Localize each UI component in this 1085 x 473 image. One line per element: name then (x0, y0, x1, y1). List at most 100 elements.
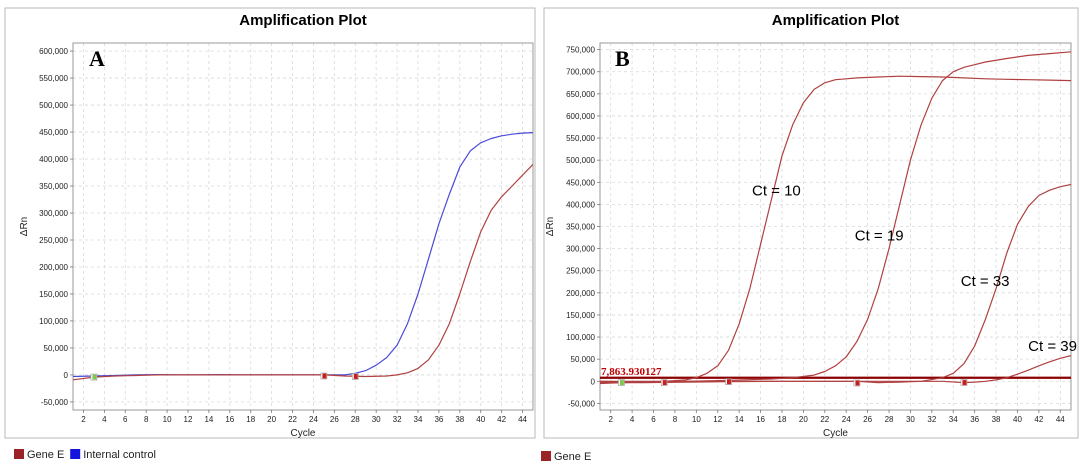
x-axis-label: Cycle (823, 428, 848, 439)
legend-swatch (541, 451, 551, 461)
x-tick-label: 20 (799, 415, 808, 424)
cycle-marker (619, 380, 624, 386)
y-tick-label: 550,000 (566, 134, 595, 143)
x-tick-label: 2 (608, 415, 613, 424)
cycle-marker (662, 380, 667, 386)
x-tick-label: 42 (1034, 415, 1043, 424)
y-tick-label: -50,000 (41, 398, 69, 407)
x-tick-label: 16 (225, 415, 234, 424)
panel-letter: B (615, 46, 630, 71)
x-tick-label: 22 (288, 415, 297, 424)
x-tick-label: 26 (330, 415, 339, 424)
x-tick-label: 6 (123, 415, 128, 424)
x-tick-label: 2 (81, 415, 86, 424)
x-tick-label: 24 (842, 415, 851, 424)
series-line-2 (600, 51, 1071, 383)
y-tick-label: 100,000 (566, 333, 595, 342)
x-tick-label: 30 (906, 415, 915, 424)
y-tick-label: 200,000 (566, 289, 595, 298)
cycle-marker (92, 374, 97, 380)
x-tick-label: 34 (949, 415, 958, 424)
x-tick-label: 30 (372, 415, 381, 424)
series-line-1 (73, 132, 533, 378)
y-tick-label: 600,000 (566, 112, 595, 121)
y-tick-label: -50,000 (568, 399, 596, 408)
y-tick-label: 500,000 (566, 156, 595, 165)
legend-label: Gene E (27, 449, 64, 461)
y-tick-label: 50,000 (571, 355, 596, 364)
plot-frame (72, 42, 534, 411)
cycle-marker (726, 379, 731, 385)
plot-area (600, 51, 1071, 387)
series-line-4 (600, 355, 1071, 384)
cycle-marker (353, 374, 358, 380)
x-tick-label: 38 (992, 415, 1001, 424)
grid (73, 43, 533, 410)
y-tick-label: 650,000 (566, 90, 595, 99)
x-tick-label: 14 (735, 415, 744, 424)
x-tick-label: 10 (692, 415, 701, 424)
y-tick-label: 350,000 (39, 182, 68, 191)
y-tick-label: 750,000 (566, 46, 595, 55)
ct-annotation: Ct = 33 (961, 273, 1010, 290)
y-tick-label: 300,000 (39, 209, 68, 218)
series-line-1 (600, 75, 1071, 385)
y-tick-label: 450,000 (566, 178, 595, 187)
x-tick-label: 32 (393, 415, 402, 424)
panel-border (4, 7, 536, 439)
y-tick-label: 700,000 (566, 68, 595, 77)
x-tick-label: 24 (309, 415, 318, 424)
y-axis-label: ΔRn (19, 217, 30, 236)
x-tick-label: 40 (1013, 415, 1022, 424)
legend-swatch (70, 449, 81, 459)
x-tick-label: 38 (455, 415, 464, 424)
chart-title: Amplification Plot (239, 12, 367, 29)
x-tick-label: 40 (476, 415, 485, 424)
panel-letter: A (89, 46, 105, 71)
panel-border (543, 7, 1079, 439)
ct-annotation: Ct = 19 (855, 228, 904, 245)
x-tick-label: 28 (885, 415, 894, 424)
x-tick-label: 16 (756, 415, 765, 424)
x-tick-label: 28 (351, 415, 360, 424)
x-tick-label: 12 (713, 415, 722, 424)
y-tick-label: 100,000 (39, 317, 68, 326)
legend-label: Internal control (83, 449, 156, 461)
y-tick-label: 150,000 (566, 311, 595, 320)
ct-annotation: Ct = 10 (752, 183, 801, 200)
x-tick-label: 26 (863, 415, 872, 424)
y-tick-label: 0 (591, 377, 596, 386)
cycle-marker (855, 380, 860, 386)
x-tick-label: 36 (434, 415, 443, 424)
x-tick-label: 4 (102, 415, 107, 424)
y-tick-label: 150,000 (39, 290, 68, 299)
x-tick-label: 20 (267, 415, 276, 424)
x-tick-label: 22 (820, 415, 829, 424)
x-axis-label: Cycle (290, 428, 315, 439)
legend-label: Gene E (554, 451, 591, 463)
plot-area (73, 132, 533, 381)
x-tick-label: 44 (1056, 415, 1065, 424)
x-tick-label: 36 (970, 415, 979, 424)
x-tick-label: 18 (778, 415, 787, 424)
y-tick-label: 250,000 (39, 236, 68, 245)
x-tick-label: 6 (651, 415, 656, 424)
x-tick-label: 10 (163, 415, 172, 424)
y-tick-label: 0 (64, 371, 69, 380)
y-axis-label: ΔRn (545, 217, 556, 236)
legend-swatch (14, 449, 24, 459)
threshold-label: 7,863.930127 (601, 366, 662, 378)
y-tick-label: 450,000 (39, 128, 68, 137)
y-tick-label: 300,000 (566, 245, 595, 254)
x-tick-label: 32 (927, 415, 936, 424)
x-tick-label: 34 (414, 415, 423, 424)
ct-annotation: Ct = 39 (1028, 338, 1077, 355)
x-tick-label: 44 (518, 415, 527, 424)
y-tick-label: 600,000 (39, 47, 68, 56)
y-tick-label: 50,000 (44, 344, 69, 353)
grid (600, 43, 1071, 410)
y-tick-label: 200,000 (39, 263, 68, 272)
y-tick-label: 550,000 (39, 74, 68, 83)
